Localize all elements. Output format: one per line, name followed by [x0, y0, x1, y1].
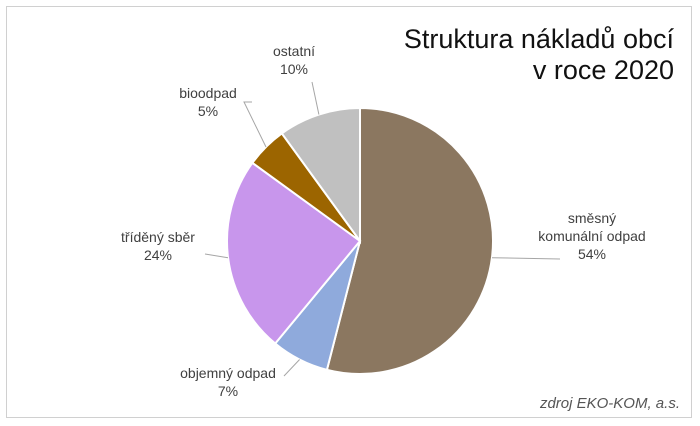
slice-name-label-0: komunální odpad: [538, 228, 645, 244]
pie-slice-2: [226, 161, 362, 345]
leader-line-4: [311, 81, 320, 115]
leader-line-0: [491, 257, 561, 260]
leader-line-3: [243, 101, 267, 148]
slice-name-label-4: ostatní: [273, 43, 315, 59]
leader-line-1: [283, 359, 300, 377]
source-note: zdroj EKO-KOM, a.s.: [539, 395, 680, 412]
chart-title: Struktura nákladů obcí v roce 2020: [354, 24, 674, 86]
slice-name-label-0: směsný: [568, 210, 616, 226]
slice-name-label-3: bioodpad: [179, 85, 237, 101]
slice-value-label-4: 10%: [280, 61, 308, 77]
chart-title-line-2: v roce 2020: [532, 55, 674, 85]
slice-name-label-2: tříděný sběr: [121, 229, 195, 245]
slice-value-label-0: 54%: [578, 246, 606, 262]
pie-slices: [226, 106, 494, 375]
leader-lines: [204, 81, 561, 377]
chart-title-line-1: Struktura nákladů obcí: [403, 24, 674, 54]
slice-value-label-1: 7%: [218, 383, 238, 399]
pie-slice-0: [325, 106, 494, 375]
slice-value-label-2: 24%: [144, 247, 172, 263]
slice-value-label-3: 5%: [198, 103, 218, 119]
slice-name-label-1: objemný odpad: [180, 365, 276, 381]
slice-labels: směsný komunální odpad 54% objemný odpad 7% t…: [121, 43, 646, 399]
pie-slice-4: [280, 106, 361, 245]
leader-line-2: [204, 253, 229, 259]
